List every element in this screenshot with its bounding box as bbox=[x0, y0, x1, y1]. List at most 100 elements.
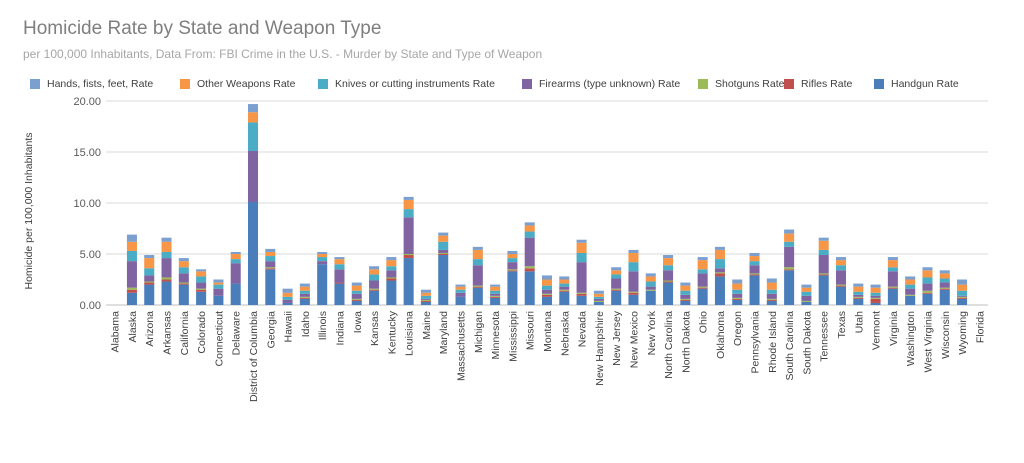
bar-segment bbox=[230, 259, 241, 264]
bar-segment bbox=[403, 199, 414, 210]
chart-subtitle: per 100,000 Inhabitants, Data From: FBI … bbox=[23, 47, 543, 61]
bar-segment bbox=[680, 285, 691, 291]
bar-segment bbox=[386, 270, 397, 278]
bar-segment bbox=[628, 271, 639, 292]
bar-segment bbox=[438, 241, 449, 250]
legend-item: Rifles Rate bbox=[784, 78, 852, 90]
x-tick-label: South Dakota bbox=[801, 311, 813, 375]
bar-segment bbox=[663, 281, 674, 283]
bar-segment bbox=[714, 273, 725, 277]
bar-segment bbox=[144, 268, 155, 276]
bar-segment bbox=[939, 289, 950, 305]
bar-segment bbox=[801, 300, 812, 302]
bar-segment bbox=[957, 290, 968, 296]
bar-segment bbox=[905, 284, 916, 289]
bar-segment bbox=[628, 249, 639, 253]
bar-segment bbox=[714, 272, 725, 274]
x-tick-label: New Mexico bbox=[628, 311, 640, 368]
bar-segment bbox=[144, 255, 155, 259]
bar-segment bbox=[507, 269, 518, 271]
bar-segment bbox=[766, 298, 777, 300]
bar-segment bbox=[645, 276, 656, 282]
x-tick-label: New Hampshire bbox=[594, 311, 606, 386]
bar-segment bbox=[524, 268, 535, 272]
x-tick-label: Arizona bbox=[144, 311, 156, 347]
bar-segment bbox=[126, 241, 137, 251]
legend-label: Rifles Rate bbox=[801, 78, 853, 90]
bar-segment bbox=[697, 286, 708, 288]
bar-segment bbox=[196, 288, 207, 290]
bar-segment bbox=[887, 287, 898, 289]
legend-swatch bbox=[784, 79, 794, 89]
bar-segment bbox=[697, 288, 708, 305]
bar-segment bbox=[905, 276, 916, 280]
bar-segment bbox=[801, 301, 812, 305]
x-tick-label: Delaware bbox=[231, 311, 243, 356]
bar-segment bbox=[438, 235, 449, 242]
legend-swatch bbox=[180, 79, 190, 89]
bar-segment bbox=[559, 290, 570, 292]
bar-segment bbox=[576, 293, 587, 296]
bar-segment bbox=[818, 255, 829, 274]
bar-segment bbox=[490, 297, 501, 305]
x-tick-label: Kansas bbox=[369, 311, 381, 346]
bar-segment bbox=[351, 293, 362, 299]
bar-segment bbox=[438, 252, 449, 254]
x-tick-label: Nevada bbox=[577, 311, 589, 347]
bar-segment bbox=[853, 296, 864, 298]
bar-segment bbox=[351, 290, 362, 294]
bar-segment bbox=[663, 255, 674, 259]
x-tick-label: Montana bbox=[542, 311, 554, 352]
legend-item: Other Weapons Rate bbox=[180, 78, 295, 90]
bar-segment bbox=[334, 264, 345, 270]
bar-segment bbox=[628, 294, 639, 305]
bar-segment bbox=[144, 275, 155, 282]
bar-segment bbox=[196, 276, 207, 283]
bar-segment bbox=[299, 297, 310, 299]
bar-segment bbox=[351, 298, 362, 300]
bar-segment bbox=[455, 296, 466, 305]
bar-segment bbox=[628, 252, 639, 263]
x-tick-label: Georgia bbox=[265, 311, 277, 349]
legend-label: Shotguns Rate bbox=[715, 78, 785, 90]
bar-segment bbox=[334, 282, 345, 284]
bar-segment bbox=[403, 258, 414, 305]
bar-segment bbox=[438, 232, 449, 236]
bar-segment bbox=[922, 267, 933, 271]
bar-segment bbox=[265, 248, 276, 252]
bar-segment bbox=[663, 265, 674, 271]
bar-segment bbox=[282, 288, 293, 293]
bar-segment bbox=[853, 294, 864, 297]
bar-segment bbox=[593, 300, 604, 302]
bar-segment bbox=[438, 254, 449, 256]
x-tick-label: District of Columbia bbox=[248, 311, 260, 402]
bar-segment bbox=[490, 296, 501, 298]
bar-segment bbox=[576, 295, 587, 305]
x-tick-label: Iowa bbox=[352, 311, 364, 333]
y-tick-label: 10.00 bbox=[73, 198, 101, 210]
bar-segment bbox=[611, 278, 622, 289]
bar-segment bbox=[126, 289, 137, 293]
x-tick-label: Virginia bbox=[888, 311, 900, 346]
bar-segment bbox=[299, 290, 310, 294]
x-tick-label: Tennessee bbox=[819, 311, 831, 362]
x-tick-label: New York bbox=[646, 310, 658, 355]
bar-segment bbox=[541, 294, 553, 297]
bar-segment bbox=[351, 285, 362, 291]
bar-segment bbox=[801, 291, 812, 296]
bar-segment bbox=[178, 267, 189, 274]
bar-segment bbox=[749, 256, 760, 262]
bar-segment bbox=[438, 249, 449, 253]
bar-segment bbox=[732, 289, 743, 294]
bar-segment bbox=[611, 289, 622, 291]
bar-segment bbox=[126, 250, 137, 262]
x-tick-label: Ohio bbox=[698, 311, 710, 333]
bar-segment bbox=[576, 262, 587, 293]
bar-segment bbox=[870, 298, 881, 303]
bar-segment bbox=[784, 229, 795, 234]
bar-segment bbox=[490, 286, 501, 291]
bar-segment bbox=[922, 283, 933, 291]
bar-segment bbox=[317, 251, 328, 254]
bar-segment bbox=[196, 271, 207, 277]
bar-segment bbox=[887, 286, 898, 288]
